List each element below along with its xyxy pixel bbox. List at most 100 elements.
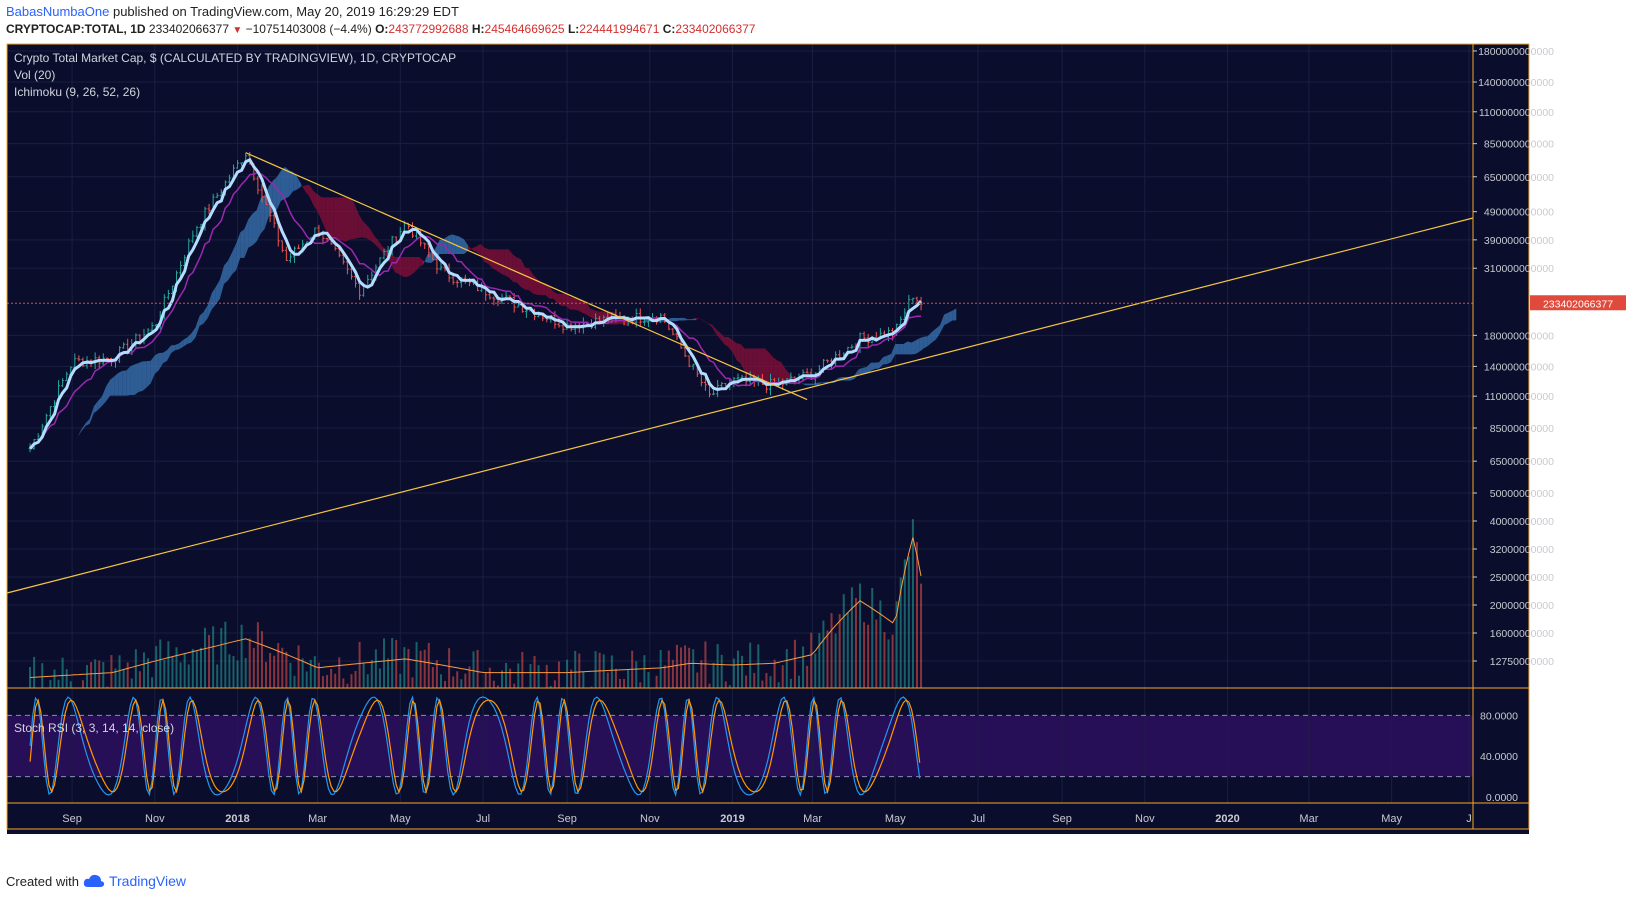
volume-bar [102, 662, 105, 688]
volume-bar [90, 662, 93, 688]
cloud-segment [313, 191, 318, 212]
volume-bar [126, 662, 129, 688]
volume-bar [232, 655, 235, 688]
volume-bar [199, 647, 202, 688]
cloud-segment [459, 236, 465, 255]
cloud-segment [866, 362, 871, 374]
volume-bar [439, 674, 442, 688]
cloud-segment [944, 312, 949, 326]
ascending-trendline[interactable] [6, 217, 1474, 594]
volume-bar [175, 647, 178, 688]
volume-legend[interactable]: Vol (20) [14, 68, 55, 82]
volume-bar [529, 664, 532, 688]
volume-bar [452, 676, 455, 688]
volume-bar [281, 647, 284, 688]
cloud-segment [195, 315, 200, 338]
volume-bar [684, 645, 687, 688]
cloud-segment [891, 344, 896, 362]
cloud-segment [162, 350, 168, 364]
high-value: 245464669625 [484, 22, 565, 36]
cloud-segment [565, 293, 570, 310]
date-tick-label: Mar [803, 813, 822, 825]
volume-bar [346, 683, 349, 688]
volume-bar [590, 686, 593, 688]
volume-bar [643, 655, 646, 688]
volume-bar [667, 650, 670, 688]
volume-bar [635, 661, 638, 688]
volume-bar [700, 660, 703, 688]
cloud-segment [280, 167, 286, 201]
cloud-segment [887, 353, 892, 365]
volume-bar [488, 667, 491, 688]
cloud-segment [171, 345, 176, 354]
volume-bar [724, 681, 727, 688]
volume-bar [378, 668, 381, 688]
cloud-segment [346, 197, 351, 242]
descending-trendline[interactable] [245, 152, 808, 401]
stoch-tick-label: 0.0000 [1486, 792, 1518, 804]
volume-bar [301, 658, 304, 688]
cloud-segment [590, 308, 595, 320]
volume-bar [842, 594, 845, 688]
cloud-segment [712, 324, 717, 335]
cloud-segment [496, 249, 501, 274]
volume-bar [720, 654, 723, 688]
cloud-segment [252, 210, 257, 246]
tradingview-logo[interactable]: TradingView [108, 873, 187, 889]
volume-bar [749, 642, 752, 688]
cloud-segment [130, 364, 135, 396]
volume-bar [647, 672, 650, 688]
volume-bar [789, 678, 792, 688]
cloud-segment [415, 257, 420, 272]
grid [7, 44, 1473, 803]
volume-bar [891, 634, 894, 688]
cloud-segment [675, 317, 680, 322]
cloud-segment [822, 381, 827, 383]
stoch-axis[interactable]: 80.0000 40.0000 0.0000 [1480, 710, 1518, 804]
cloud-segment [276, 170, 281, 210]
date-axis[interactable]: Sep Nov 2018 Mar May Jul Sep Nov 2019 Mar May Jul Se… [62, 813, 1471, 825]
footer: Created with TradingView [6, 873, 186, 889]
volume-bar [151, 677, 154, 688]
cloud-segment [512, 254, 517, 283]
cloud-segment [728, 337, 733, 353]
volume-bar [867, 624, 870, 688]
price-tick-label: 25000000000 [1490, 572, 1554, 584]
cloud-segment [232, 243, 237, 275]
volume-bar [98, 660, 101, 688]
volume-bar [248, 638, 251, 688]
cloud-segment [773, 357, 778, 384]
volume-bar [236, 660, 239, 688]
volume-bar [663, 665, 666, 688]
volume-bar [159, 639, 162, 688]
cloud-segment [439, 239, 444, 255]
ichimoku-legend[interactable]: Ichimoku (9, 26, 52, 26) [14, 85, 140, 99]
price-tick-label: 85000000000 [1490, 423, 1554, 435]
cloud-segment [85, 418, 90, 426]
cloud-segment [321, 197, 326, 231]
ohlc-line: CRYPTOCAP:TOTAL, 1D 233402066377 ▼ −1075… [6, 22, 755, 36]
cloud-segment [398, 257, 403, 277]
volume-bar [509, 668, 512, 688]
volume-bar [472, 651, 475, 688]
stoch-legend[interactable]: Stoch RSI (3, 3, 14, 14, close) [14, 721, 174, 735]
volume-bar [293, 675, 296, 688]
volume-bar [614, 668, 617, 688]
cloud-segment [325, 197, 330, 237]
volume-bar [838, 614, 841, 688]
volume-bar [887, 639, 890, 688]
author-link[interactable]: BabasNumbaOne [6, 4, 110, 19]
cloud-segment [244, 219, 249, 258]
cloud-segment [740, 344, 745, 372]
volume-bar [411, 677, 414, 688]
volume-bar [130, 678, 133, 688]
cloud-segment [927, 331, 932, 346]
volume-bar [65, 669, 68, 688]
date-tick-label: 2018 [225, 813, 249, 825]
volume-bar [224, 621, 227, 688]
cloud-segment [260, 194, 265, 234]
volume-bar [863, 622, 866, 688]
cloud-segment [146, 360, 151, 388]
price-axis[interactable]: 1800000000000 1400000000000 1100000000000 8… [1473, 46, 1554, 668]
